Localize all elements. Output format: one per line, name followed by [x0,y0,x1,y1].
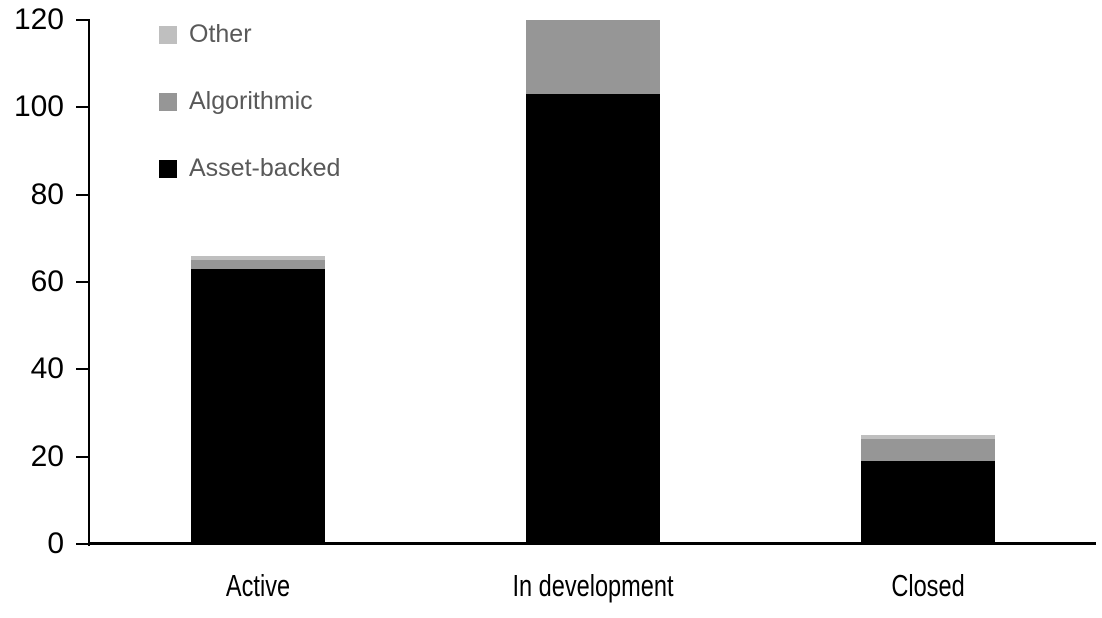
bar-segment-algorithmic [860,439,995,462]
x-category-label: Closed [890,568,965,603]
y-axis-tick [76,193,88,196]
y-tick-label: 100 [13,90,64,124]
y-axis-tick [76,106,88,109]
x-category-label: In development [511,568,674,603]
y-tick-label: 120 [13,3,64,36]
y-axis-line [88,19,90,546]
y-axis-tick [76,543,88,545]
legend-swatch-other-icon [159,25,177,44]
bar-segment-asset-backed [190,268,325,544]
y-axis-tick [76,455,88,458]
legend-swatch-asset-backed-icon [159,159,177,178]
bar-segment-other [190,255,325,261]
legend-swatch-algorithmic-icon [159,92,177,111]
legend-item-algorithmic: Algorithmic [159,87,340,115]
legend-label-other: Other [189,20,252,48]
bar-segment-asset-backed [860,461,995,544]
y-tick-label: 60 [30,265,64,298]
bar-segment-asset-backed [525,94,660,544]
y-tick-label: 20 [30,439,64,473]
y-axis-tick [76,281,88,283]
y-axis-tick [76,368,88,371]
legend-label-algorithmic: Algorithmic [189,87,313,115]
y-tick-label: 80 [30,177,64,211]
legend-label-asset-backed: Asset-backed [189,154,341,182]
bar-segment-algorithmic [525,20,660,95]
bar-segment-algorithmic [190,260,325,269]
y-tick-label: 0 [47,527,64,560]
bar-segment-other [860,434,995,440]
legend: Other Algorithmic Asset-backed [159,20,341,182]
x-category-label: Active [225,568,290,603]
legend-item-other: Other [159,20,340,48]
legend-item-asset-backed: Asset-backed [159,154,341,182]
y-tick-label: 40 [30,352,64,386]
y-axis-tick [76,19,88,21]
